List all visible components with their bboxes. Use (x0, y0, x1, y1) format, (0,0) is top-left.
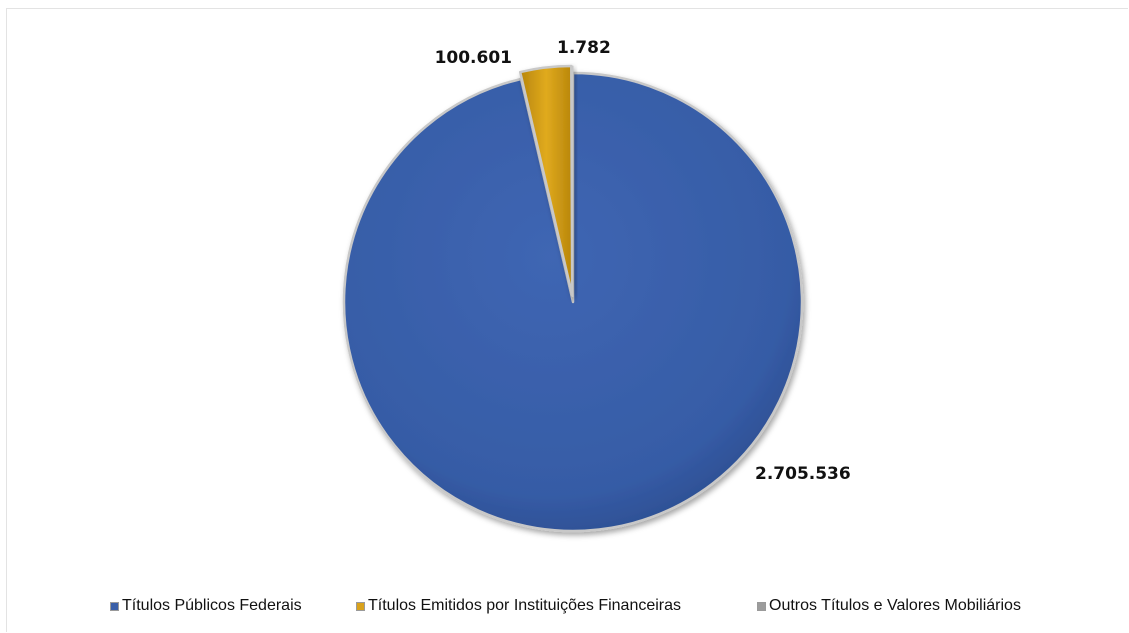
pie-chart: 2.705.536 100.601 1.782 (342, 38, 851, 533)
pie-slice-titulos-emitidos (518, 64, 574, 297)
legend-label: Títulos Públicos Federais (122, 597, 302, 614)
chart-legend: Títulos Públicos Federais Títulos Emitid… (0, 597, 1129, 619)
pie-slice-outros-titulos (570, 65, 575, 298)
legend-item-titulos-publicos: Títulos Públicos Federais (110, 597, 302, 615)
data-label-titulos-publicos: 2.705.536 (755, 464, 851, 484)
data-label-titulos-emitidos: 100.601 (435, 48, 512, 68)
data-label-outros-titulos: 1.782 (557, 38, 611, 58)
legend-swatch-blue-icon (110, 601, 119, 611)
legend-label: Outros Títulos e Valores Mobiliários (769, 597, 1021, 614)
legend-swatch-gold-icon (356, 601, 365, 611)
legend-label: Títulos Emitidos por Instituições Financ… (368, 597, 682, 614)
legend-swatch-gray-icon (757, 601, 766, 611)
pie-slice-titulos-publicos (342, 71, 804, 533)
legend-item-titulos-emitidos: Títulos Emitidos por Instituições Financ… (356, 597, 681, 615)
legend-item-outros-titulos: Outros Títulos e Valores Mobiliários (757, 597, 1021, 615)
